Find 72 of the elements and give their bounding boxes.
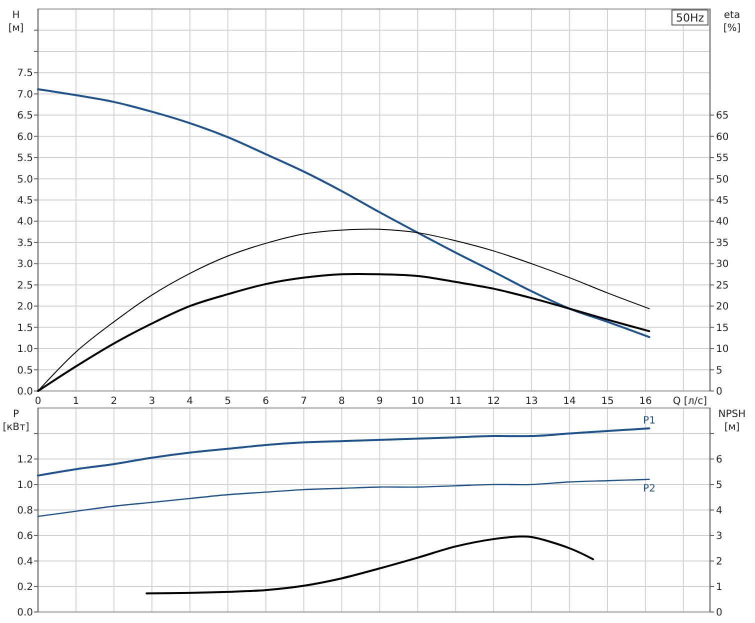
y-tick-label: 0.5 bbox=[17, 365, 33, 376]
y2-tick-label: 10 bbox=[716, 344, 729, 356]
line-series bbox=[37, 88, 650, 338]
y-axis-title: H [м] bbox=[8, 10, 24, 34]
x-tick-label: 15 bbox=[601, 396, 614, 407]
y-tick-label: 3.5 bbox=[17, 238, 33, 249]
y2-tick-label: 5 bbox=[716, 365, 722, 376]
x-tick-label: 10 bbox=[411, 396, 424, 407]
y2-tick-label: 40 bbox=[716, 216, 729, 228]
x-tick-label: 1 bbox=[72, 396, 80, 407]
y2-tick-label: 2 bbox=[716, 556, 722, 568]
x-tick-label: 13 bbox=[525, 396, 538, 407]
y2-tick-label: 1 bbox=[716, 582, 722, 593]
x-tick-label: 0 bbox=[34, 396, 42, 407]
y2-tick-label: 0 bbox=[716, 608, 722, 618]
y-tick-label: 1.5 bbox=[17, 322, 33, 334]
y2-axis-title: NPSH [м] bbox=[718, 409, 746, 433]
y-tick-label: 6.5 bbox=[17, 110, 33, 122]
y2-tick-label: 4 bbox=[716, 506, 722, 516]
line-series bbox=[146, 535, 594, 594]
x-tick-label: 5 bbox=[224, 396, 232, 407]
y2-tick-label: 6 bbox=[716, 454, 722, 466]
y-tick-label: 1.0 bbox=[17, 344, 33, 356]
y-tick-label: 4.0 bbox=[17, 216, 33, 228]
y2-tick-label: 30 bbox=[716, 259, 729, 270]
line-series bbox=[37, 427, 650, 477]
y2-tick-label: 0 bbox=[716, 386, 722, 398]
series-label: P1 bbox=[643, 415, 656, 426]
y2-tick-label: 35 bbox=[716, 238, 729, 249]
x-tick-label: 8 bbox=[338, 396, 345, 407]
y-tick-label: 5.0 bbox=[17, 174, 33, 186]
x-tick-label: 11 bbox=[449, 396, 462, 407]
y-tick-label: 2.0 bbox=[17, 302, 33, 313]
y2-tick-label: 50 bbox=[716, 174, 729, 186]
chart-title: 50Hz bbox=[676, 12, 704, 24]
x-tick-label: 7 bbox=[300, 396, 307, 407]
x-tick-label: 2 bbox=[110, 396, 118, 407]
y-tick-label: 7.5 bbox=[17, 68, 33, 80]
x-tick-label: 4 bbox=[186, 396, 194, 407]
y-tick-label: 0.6 bbox=[17, 531, 33, 542]
y-tick-label: 1.2 bbox=[17, 454, 33, 466]
y-tick-label: 0.4 bbox=[17, 556, 33, 568]
y-tick-label: 0.8 bbox=[17, 506, 33, 516]
y-tick-label: 6.0 bbox=[17, 132, 33, 143]
y-tick-label: 3.0 bbox=[17, 259, 33, 270]
y2-tick-label: 3 bbox=[716, 531, 722, 542]
y-tick-label: 0.0 bbox=[17, 608, 33, 618]
y2-tick-label: 25 bbox=[716, 280, 729, 292]
x-tick-label: 9 bbox=[376, 396, 383, 407]
y-tick-label: 0.2 bbox=[17, 582, 33, 593]
x-tick-label: 12 bbox=[487, 396, 500, 407]
y-axis-title: P [кВт] bbox=[2, 409, 30, 433]
y2-tick-label: 15 bbox=[716, 322, 729, 334]
x-tick-label: 3 bbox=[148, 396, 156, 407]
y2-tick-label: 65 bbox=[716, 110, 729, 122]
series-label: P2 bbox=[643, 483, 656, 494]
y2-tick-label: 45 bbox=[716, 196, 729, 206]
x-axis-title: Q [л/с] bbox=[672, 396, 708, 407]
x-tick-label: 6 bbox=[262, 396, 269, 407]
y2-tick-label: 55 bbox=[716, 153, 729, 164]
y-tick-label: 4.5 bbox=[17, 196, 33, 206]
y2-tick-label: 20 bbox=[716, 302, 729, 313]
y-tick-label: 0.0 bbox=[17, 386, 33, 398]
x-tick-label: 16 bbox=[639, 396, 652, 407]
y2-axis-title: eta [%] bbox=[723, 10, 741, 34]
y-tick-label: 5.5 bbox=[17, 153, 33, 164]
y-tick-label: 7.0 bbox=[17, 89, 33, 100]
y2-tick-label: 60 bbox=[716, 132, 729, 143]
y-tick-label: 1.0 bbox=[17, 480, 33, 491]
y2-tick-label: 5 bbox=[716, 480, 722, 491]
y-tick-label: 2.5 bbox=[17, 280, 33, 292]
x-tick-label: 14 bbox=[563, 396, 576, 407]
